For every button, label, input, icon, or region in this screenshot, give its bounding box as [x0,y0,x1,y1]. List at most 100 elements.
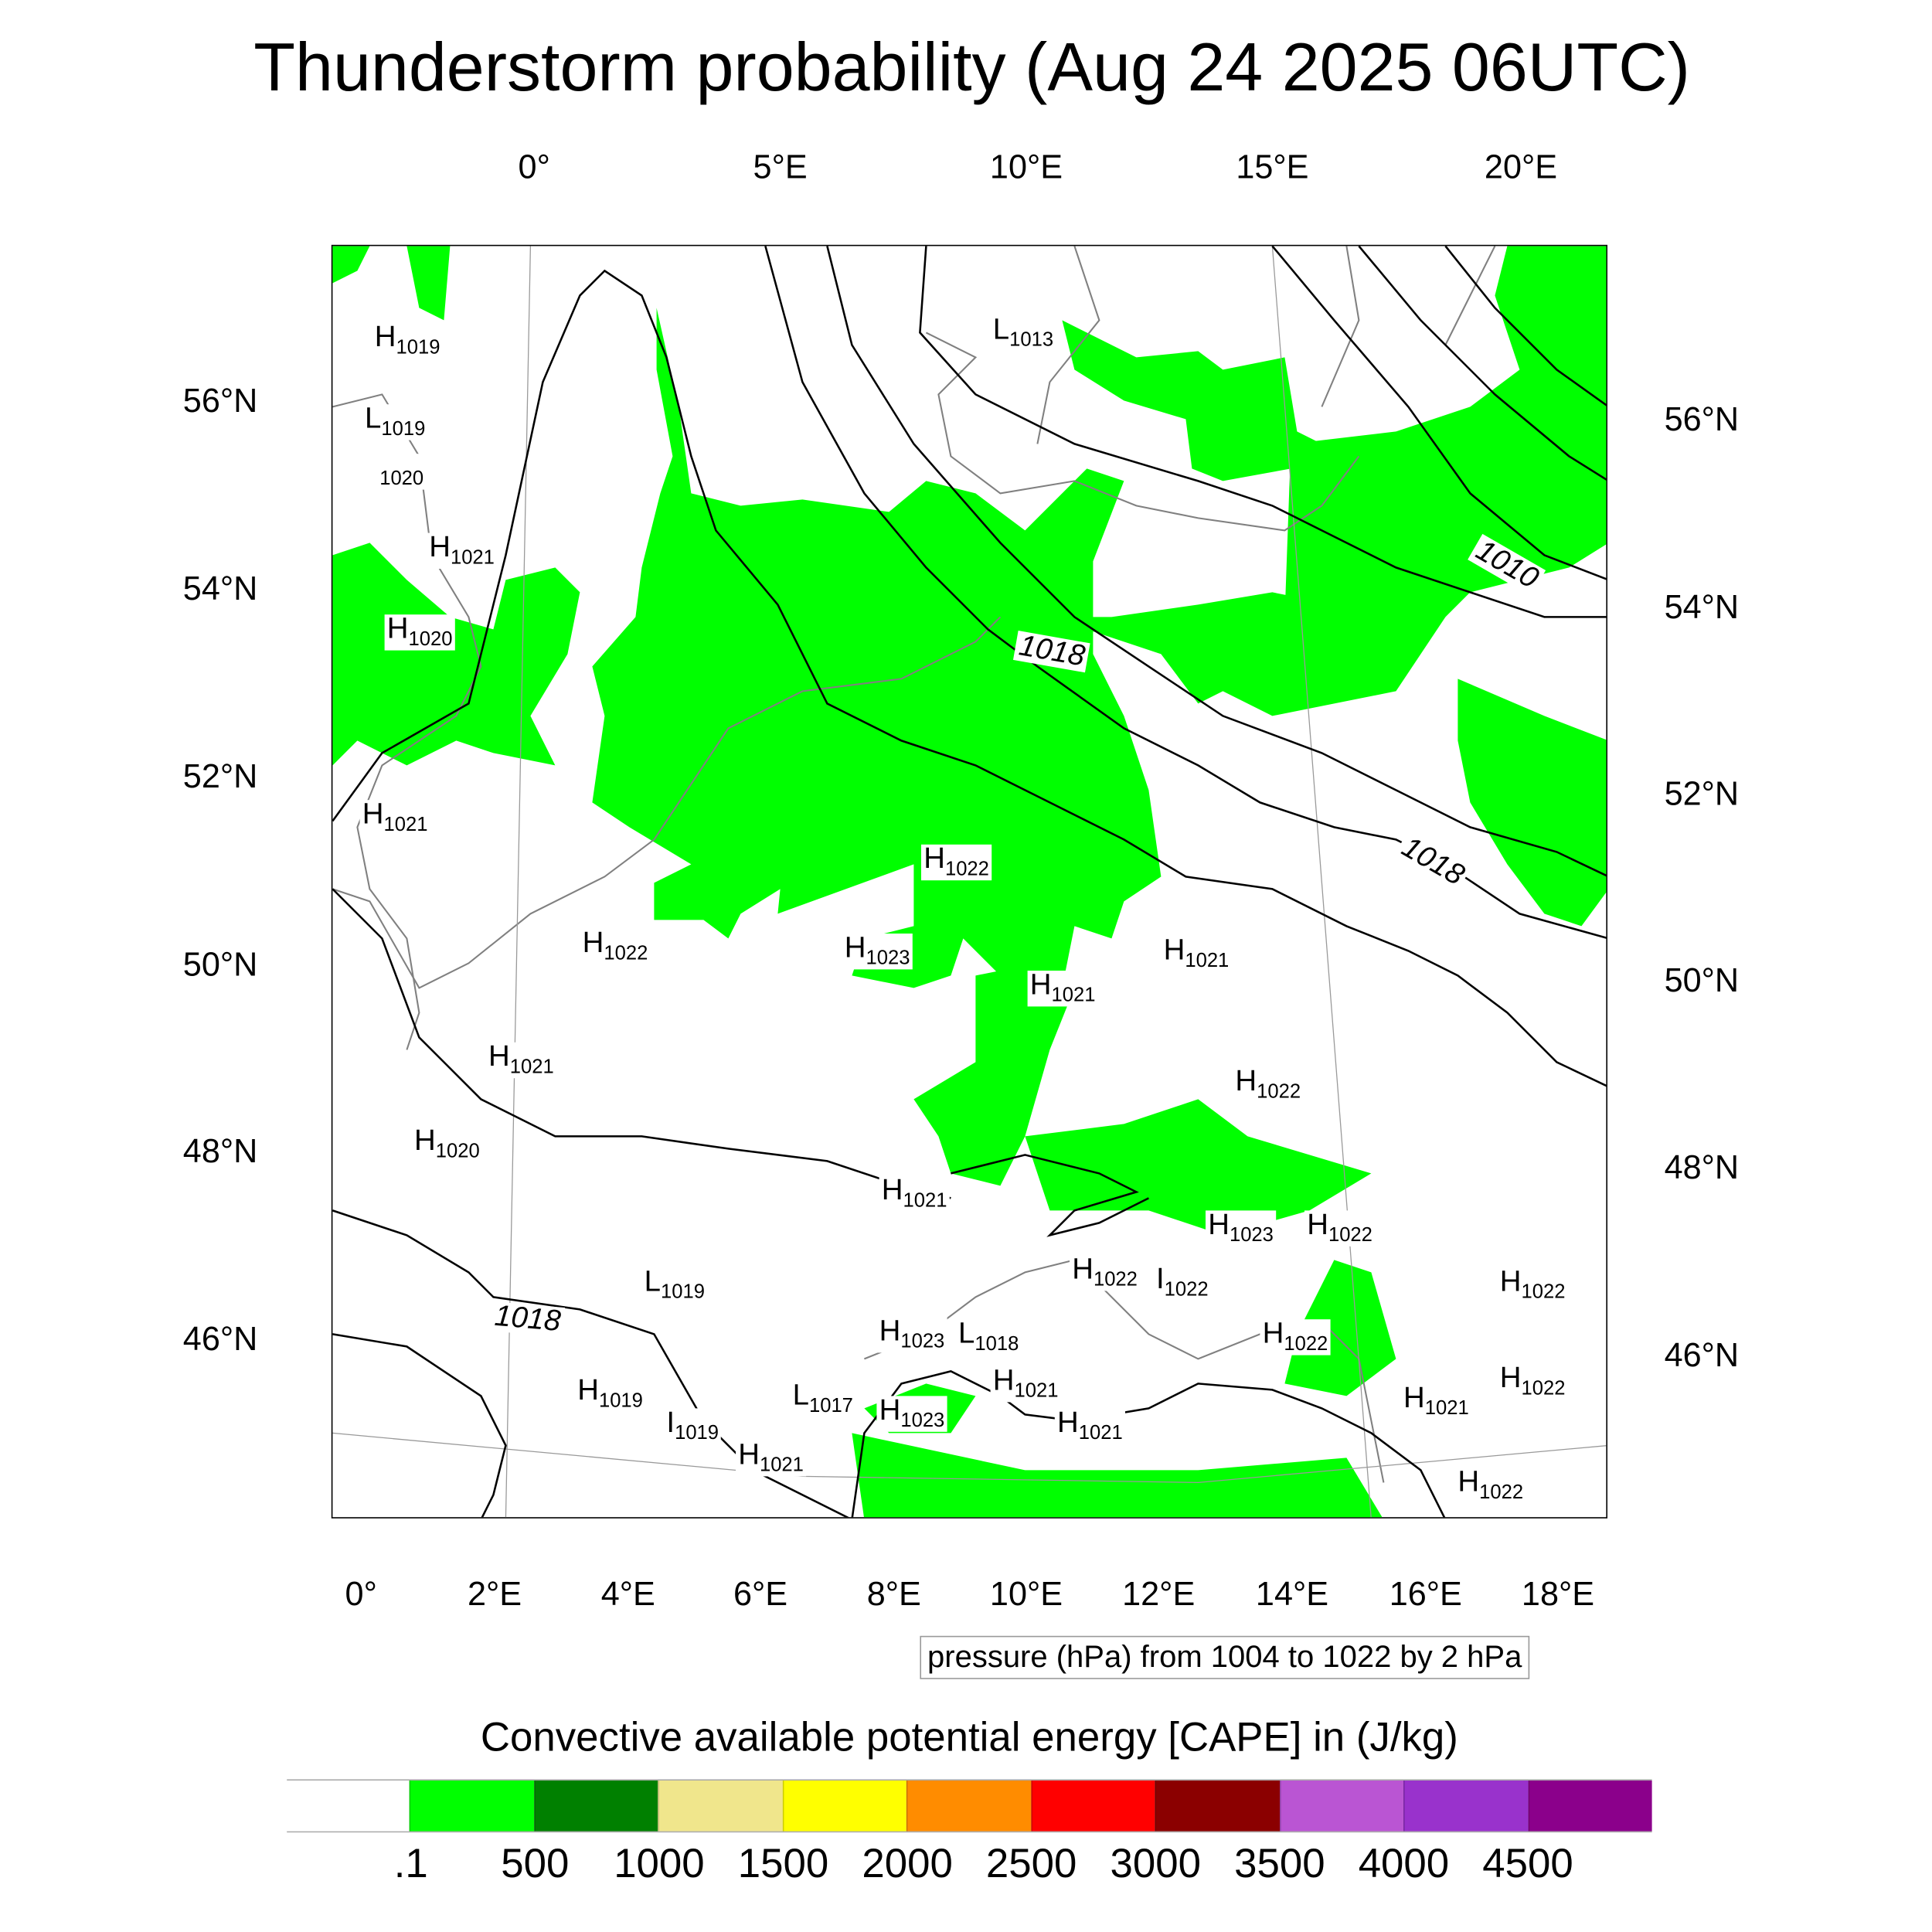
isobar [1271,246,1607,580]
contour-legend: pressure (hPa) from 1004 to 1022 by 2 hP… [920,1635,1529,1679]
pressure-center-label: H1023 [1206,1210,1277,1247]
center-type: H [879,1314,901,1348]
right-tick-label: 48°N [1664,1148,1740,1186]
center-type: H [1163,934,1185,968]
bottom-tick-label: 18°E [1521,1575,1595,1613]
right-tick-label: 54°N [1664,588,1740,626]
pressure-center-label: H1021 [485,1039,556,1078]
right-tick-label: 50°N [1664,961,1740,999]
map-layer [332,246,1607,1518]
pressure-center-label: H1021 [879,1173,950,1212]
center-pressure: 1021 [509,1056,554,1078]
cape-area [592,308,1162,1001]
center-type: H [374,320,396,354]
center-type: L [365,402,382,436]
pressure-center-label: H1021 [1161,934,1232,972]
colorbar-swatch [1279,1781,1404,1832]
center-type: I [1156,1262,1165,1296]
pressure-center-label: H1023 [876,1393,947,1432]
pressure-center-label: H1021 [1400,1383,1471,1420]
center-pressure: 1021 [1185,951,1230,972]
center-type: H [1262,1317,1284,1351]
center-type: H [1057,1406,1079,1440]
pressure-center-label: H1023 [876,1314,947,1353]
cape-area [1062,320,1322,488]
center-pressure: 1021 [903,1190,947,1212]
map-plot-area: H1019 L1013 L1019 1020 H1021 H1020 H1021 H1022 H… [331,244,1607,1519]
center-pressure: 1023 [900,1410,945,1432]
colorbar-swatch [1403,1781,1528,1832]
center-type: H [386,612,409,646]
center-type: L [644,1264,661,1298]
top-tick-label: 15°E [1236,148,1309,185]
coastline [332,616,1002,989]
pressure-center-label: L1017 [790,1380,856,1417]
pressure-center-label: L1019 [641,1264,708,1304]
center-type: H [577,1373,599,1407]
colorbar [287,1779,1652,1833]
pressure-center-label: L1013 [990,315,1056,352]
bottom-tick-label: 4°E [600,1575,655,1613]
center-type: H [992,1363,1015,1397]
center-type: H [881,1173,903,1207]
colorbar-swatch [658,1781,783,1832]
center-type: H [879,1393,901,1427]
pressure-center-label: H1023 [842,933,913,970]
isobar-1018 [332,269,1607,1087]
bottom-tick-label: 8°E [866,1575,921,1613]
colorbar-swatch [782,1781,907,1832]
bottom-tick-label: 14°E [1255,1575,1329,1613]
top-tick-label: 5°E [753,148,808,185]
colorbar-swatch [410,1781,535,1832]
center-type: H [1072,1252,1094,1286]
center-pressure: 1017 [808,1396,853,1417]
center-type: H [488,1039,510,1073]
pressure-center-label: H1022 [1070,1252,1141,1291]
pressure-center-label: H1022 [1233,1066,1304,1103]
colorbar-swatch [1527,1781,1652,1832]
cape-area [1284,1260,1396,1396]
chart-title: Thunderstorm probability (Aug 24 2025 06… [253,28,1690,105]
left-tick-label: 50°N [182,946,258,983]
center-type: H [738,1437,760,1471]
bottom-tick-label: 6°E [733,1575,788,1613]
right-tick-label: 56°N [1664,400,1740,438]
center-type: H [429,530,451,564]
cape-area [332,543,580,766]
center-type: H [582,926,604,960]
pressure-center-label: H1022 [921,844,992,880]
pressure-center-label: H1022 [1455,1467,1526,1504]
isobar [332,1333,507,1518]
center-pressure: 1019 [396,337,440,359]
bottom-tick-label: 16°E [1389,1575,1462,1613]
center-pressure: 1020 [379,468,424,490]
cape-area [1025,1099,1372,1236]
center-pressure: 1023 [866,947,910,970]
right-tick-label: 46°N [1664,1336,1740,1374]
center-pressure: 1021 [1051,985,1096,1007]
pressure-center-label: I1019 [664,1408,722,1444]
center-type: H [1499,1264,1522,1298]
colorbar-label: 3000 [1110,1839,1201,1886]
colorbar-label: 3500 [1234,1839,1325,1886]
colorbar-label: 500 [501,1839,570,1886]
colorbar-label: 2000 [862,1839,953,1886]
cape-area [852,1433,1383,1518]
colorbar-swatch [906,1781,1031,1832]
bottom-tick-label: 12°E [1122,1575,1196,1613]
center-pressure: 1021 [759,1454,804,1477]
pressure-center-label: H1021 [990,1363,1061,1403]
cape-area [1284,246,1607,655]
center-pressure: 1022 [1284,1334,1328,1355]
bottom-tick-label: 10°E [989,1575,1063,1613]
center-pressure: 1020 [435,1141,480,1162]
pressure-center-label: H1022 [1497,1363,1568,1400]
colorbar-label: .1 [393,1839,428,1886]
center-pressure: 1022 [604,943,648,964]
center-pressure: 1019 [660,1281,705,1304]
colorbar-swatch [1155,1781,1280,1832]
center-type: H [362,798,384,832]
center-pressure: 1022 [1521,1281,1566,1304]
pressure-center-label: H1022 [1260,1317,1331,1355]
